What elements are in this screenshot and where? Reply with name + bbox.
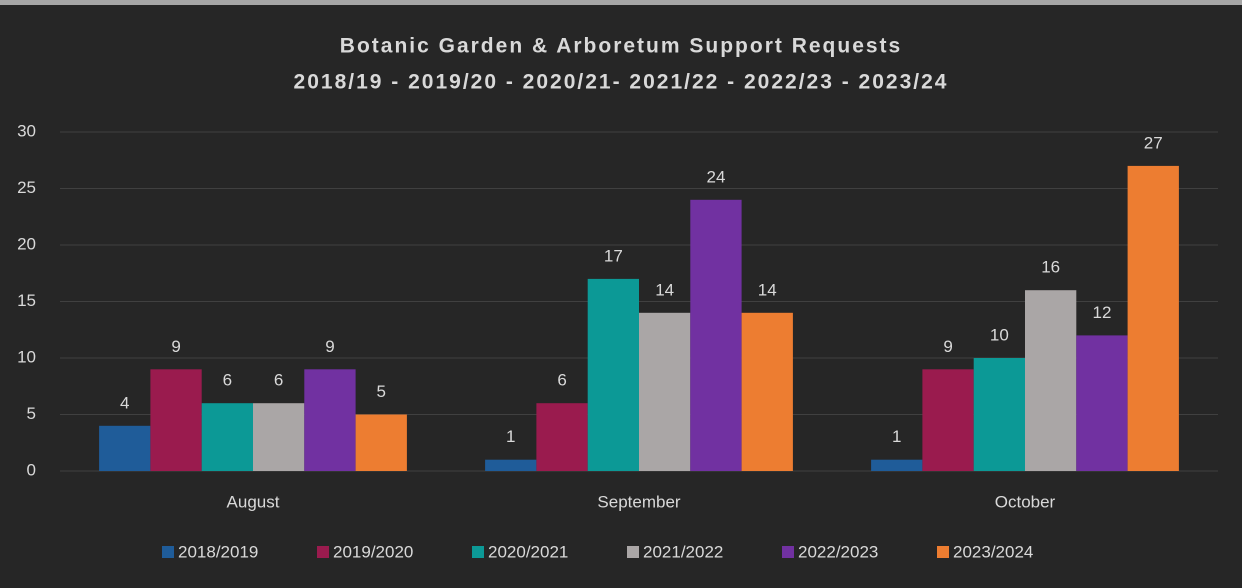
data-label: 9 — [943, 337, 952, 356]
legend-label: 2023/2024 — [953, 542, 1033, 561]
bar — [973, 358, 1025, 471]
bar — [253, 403, 305, 471]
chart-subtitle: 2018/19 - 2019/20 - 2020/21- 2021/22 - 2… — [294, 71, 949, 94]
data-label: 4 — [120, 393, 129, 412]
bar — [690, 199, 742, 472]
data-label: 17 — [604, 246, 623, 265]
legend-swatch — [782, 546, 794, 558]
legend-swatch — [472, 546, 484, 558]
legend-label: 2021/2022 — [643, 542, 723, 561]
x-tick-label: October — [995, 492, 1056, 511]
bar — [1025, 290, 1077, 471]
data-label: 9 — [325, 337, 334, 356]
data-label: 14 — [758, 280, 777, 299]
bar — [99, 425, 151, 471]
legend-swatch — [317, 546, 329, 558]
bar — [639, 312, 691, 471]
bar — [150, 369, 202, 471]
legend-label: 2020/2021 — [488, 542, 568, 561]
data-label: 6 — [223, 371, 232, 390]
legend-swatch — [937, 546, 949, 558]
y-tick-label: 20 — [17, 234, 36, 253]
data-label: 12 — [1092, 303, 1111, 322]
data-label: 6 — [557, 371, 566, 390]
bar — [871, 459, 923, 471]
bar — [1127, 165, 1179, 471]
bar — [355, 414, 407, 471]
bar — [304, 369, 356, 471]
y-tick-label: 10 — [17, 347, 36, 366]
legend-label: 2019/2020 — [333, 542, 413, 561]
data-label: 1 — [506, 427, 515, 446]
x-tick-label: August — [227, 492, 280, 511]
bar — [536, 403, 588, 471]
data-label: 5 — [377, 382, 386, 401]
y-tick-label: 0 — [27, 460, 36, 479]
y-tick-label: 5 — [27, 404, 36, 423]
legend-label: 2018/2019 — [178, 542, 258, 561]
bar — [485, 459, 537, 471]
bar — [922, 369, 974, 471]
data-label: 6 — [274, 371, 283, 390]
data-label: 14 — [655, 280, 674, 299]
legend-swatch — [627, 546, 639, 558]
data-label: 24 — [706, 167, 725, 186]
x-tick-label: September — [597, 492, 680, 511]
legend-swatch — [162, 546, 174, 558]
data-label: 10 — [990, 325, 1009, 344]
data-label: 9 — [171, 337, 180, 356]
data-label: 27 — [1144, 133, 1163, 152]
bar — [201, 403, 253, 471]
bar — [741, 312, 793, 471]
top-border — [0, 0, 1242, 5]
data-label: 16 — [1041, 258, 1060, 277]
y-tick-label: 25 — [17, 178, 36, 197]
legend-label: 2022/2023 — [798, 542, 878, 561]
data-label: 1 — [892, 427, 901, 446]
bar — [587, 278, 639, 471]
bar — [1076, 335, 1128, 471]
chart-title: Botanic Garden & Arboretum Support Reque… — [340, 35, 902, 58]
y-tick-label: 15 — [17, 291, 36, 310]
y-tick-label: 30 — [17, 121, 36, 140]
